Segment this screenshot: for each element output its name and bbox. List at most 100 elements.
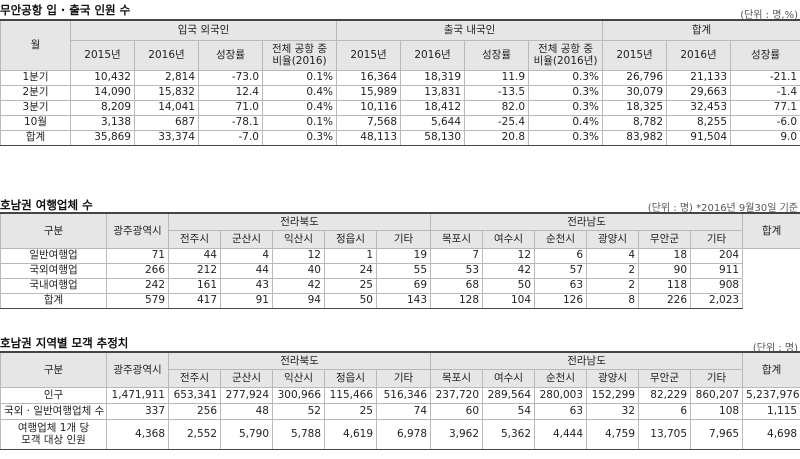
group-foreign-arrivals: 입국 외국인 [69,19,338,41]
table-cell: 10,432 [70,69,135,86]
table-cell: 8,782 [602,114,668,131]
col-region: 군산시 [220,368,273,388]
table-cell: 33,374 [134,129,199,146]
table-cell: 3,138 [70,114,135,131]
table-cell: 12 [272,247,325,264]
col-region: 목포시 [430,229,484,249]
header-month: 월 [0,19,71,71]
row-header: 국외 · 일반여행업체 수 [0,402,107,420]
table-cell: 5,644 [400,114,466,131]
table-cell: 54 [482,402,536,420]
table-cell: 13,705 [638,418,692,450]
table-row: 1분기 10,432 2,814 -73.0 0.1% 16,364 18,319 11.9 0… [0,69,800,86]
table-cell: 7 [430,247,484,264]
header-gwangju: 광주광역시 [106,351,169,388]
table-cell: 50 [324,292,377,309]
table-cell: 26,796 [602,69,668,86]
table-cell: 118 [638,277,692,294]
table-cell: 4,444 [534,418,588,450]
table-cell: 6 [638,402,692,420]
table-cell: -73.0 [198,69,263,86]
table-cell: 48 [220,402,273,420]
table-cell: 53 [430,262,484,279]
table-cell: 25 [324,277,377,294]
airport-passenger-table: 월 입국 외국인 출국 내국인 합계 2015년 2016년 성장률 전체 공항… [0,19,800,146]
table-cell: 2 [586,277,640,294]
table-row: 10월 3,138 687 -78.1 0.1% 7,568 5,644 -25.4 0.4% 8… [0,114,800,131]
table-cell: 82,229 [638,386,692,404]
table-cell: 32 [586,402,640,420]
table-cell: 860,207 [690,386,744,404]
table-row: 2분기 14,090 15,832 12.4 0.4% 15,989 13,831 -13.5… [0,84,800,101]
col-region: 기타 [375,368,432,388]
table-cell: 417 [168,292,221,309]
table-cell: 516,346 [375,386,432,404]
table-cell: 256 [168,402,221,420]
table-cell: 908 [690,277,744,294]
table-row: 국외여행업 266 212 44 40 24 55 53 42 57 2 90 911 [0,262,800,279]
table-cell: 57 [534,262,588,279]
row-header: 합계 [0,129,71,146]
table-row: 인구 1,471,911 653,341 277,924 300,966 115,466 5… [0,386,800,404]
col-2015: 2015년 [70,39,135,71]
col-region: 여수시 [482,368,536,388]
col-region: 순천시 [534,229,588,249]
table-cell: 2,023 [690,292,744,309]
table-cell: 5,362 [482,418,536,450]
table-cell: 44 [168,247,221,264]
col-region: 기타 [690,229,744,249]
table-cell: 653,341 [168,386,221,404]
table-cell: 43 [220,277,273,294]
table-cell: -78.1 [198,114,263,131]
table-cell: 0.3% [528,69,604,86]
table-cell: 50 [482,277,536,294]
table-cell: 25 [324,402,377,420]
group-jeonbuk: 전라북도 [167,351,432,370]
col-2015: 2015년 [602,39,668,71]
table-cell: 77.1 [730,99,800,116]
table-cell: 9.0 [730,129,800,146]
col-region: 군산시 [220,229,273,249]
table2-unit: (단위 : 명) *2016년 9월30일 기준 [647,203,798,214]
group-jeonbuk: 전라북도 [167,212,432,231]
table-cell: 266 [106,262,169,279]
col-region: 정읍시 [324,229,377,249]
table-cell: 0.3% [528,84,604,101]
header-total: 합계 [742,351,800,388]
col-region: 익산시 [272,368,325,388]
table-cell: 8,209 [70,99,135,116]
table-cell: 11.9 [464,69,530,86]
table-cell: 7,568 [336,114,402,131]
table-row: 국내여행업 242 161 43 42 25 69 68 50 63 2 118 908 [0,277,800,294]
table-cell: 0.3% [261,129,338,146]
table-cell: 126 [534,292,588,309]
table-cell: 83,982 [602,129,668,146]
table-row: 국외 · 일반여행업체 수 337 256 48 52 25 74 60 54 63 32 6 108 1… [0,402,800,420]
table-cell: 7,965 [690,418,744,450]
table-cell: 42 [482,262,536,279]
table-cell: 55 [375,262,432,279]
col-region: 정읍시 [324,368,377,388]
table-cell: 579 [106,292,169,309]
table-cell: 63 [534,402,588,420]
table3-title: 호남권 지역별 모객 추정치 [0,336,129,350]
table3-unit: (단위 : 명) [752,343,798,354]
table-cell: 0.3% [528,99,604,116]
table-cell: 4,698 [742,418,800,450]
table-cell: 40 [272,262,325,279]
table-cell: 280,003 [534,386,588,404]
group-jeonnam: 전라남도 [430,351,744,370]
table-cell: 3,962 [430,418,484,450]
table-cell: 1 [324,247,377,264]
table-cell: 30,079 [602,84,668,101]
table-cell: 4,759 [586,418,640,450]
table-cell: 108 [690,402,744,420]
table-cell: 58,130 [400,129,466,146]
table-cell: 12 [482,247,536,264]
table-cell: 18,325 [602,99,668,116]
row-header: 일반여행업 [0,247,107,264]
table-cell: 0.4% [261,84,338,101]
table-cell: 20.8 [464,129,530,146]
table-cell: 32,453 [666,99,732,116]
table-cell: -21.1 [730,69,800,86]
